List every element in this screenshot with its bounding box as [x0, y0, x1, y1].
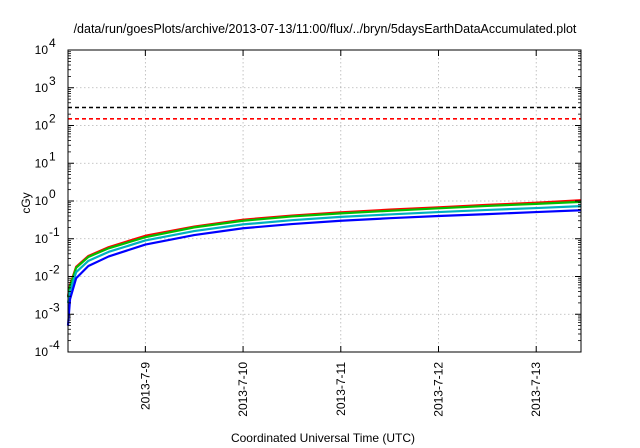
x-tick-label: 2013-7-13	[529, 362, 543, 417]
y-tick-label: 10	[35, 81, 49, 95]
x-tick-label: 2013-7-11	[334, 362, 348, 416]
y-axis-label: cGy	[19, 192, 33, 213]
y-tick-exponent: 2	[49, 112, 56, 126]
series-layer	[66, 199, 582, 326]
x-tick-label: 2013-7-10	[236, 362, 250, 417]
y-tick-label: 10	[35, 43, 49, 57]
chart-title: /data/run/goesPlots/archive/2013-07-13/1…	[74, 22, 577, 36]
y-tick-label: 10	[35, 270, 49, 284]
x-tick-label: 2013-7-12	[432, 362, 446, 417]
y-tick-label: 10	[35, 345, 49, 359]
y-tick-exponent: -3	[49, 300, 60, 314]
y-tick-exponent: -1	[49, 225, 60, 239]
threshold-layer	[68, 106, 581, 120]
x-tick-label: 2013-7-9	[138, 362, 152, 410]
x-axis-label: Coordinated Universal Time (UTC)	[231, 431, 415, 445]
y-tick-exponent: 0	[49, 187, 56, 201]
y-tick-label: 10	[35, 194, 49, 208]
y-tick-label: 10	[35, 156, 49, 170]
y-tick-label: 10	[35, 307, 49, 321]
y-tick-exponent: -2	[49, 263, 60, 277]
x-axis-ticks: 2013-7-9 2013-7-10 2013-7-11 2013-7-12 2013-…	[138, 50, 543, 417]
y-tick-label: 10	[35, 119, 49, 133]
series-line	[66, 200, 582, 298]
series-line	[66, 205, 582, 304]
y-tick-label: 10	[35, 232, 49, 246]
y-tick-exponent: 1	[49, 149, 56, 163]
y-tick-exponent: 3	[49, 74, 56, 88]
y-tick-exponent: 4	[49, 36, 56, 50]
grid-layer	[68, 50, 581, 352]
series-line	[66, 209, 582, 326]
y-tick-exponent: -4	[49, 338, 60, 352]
